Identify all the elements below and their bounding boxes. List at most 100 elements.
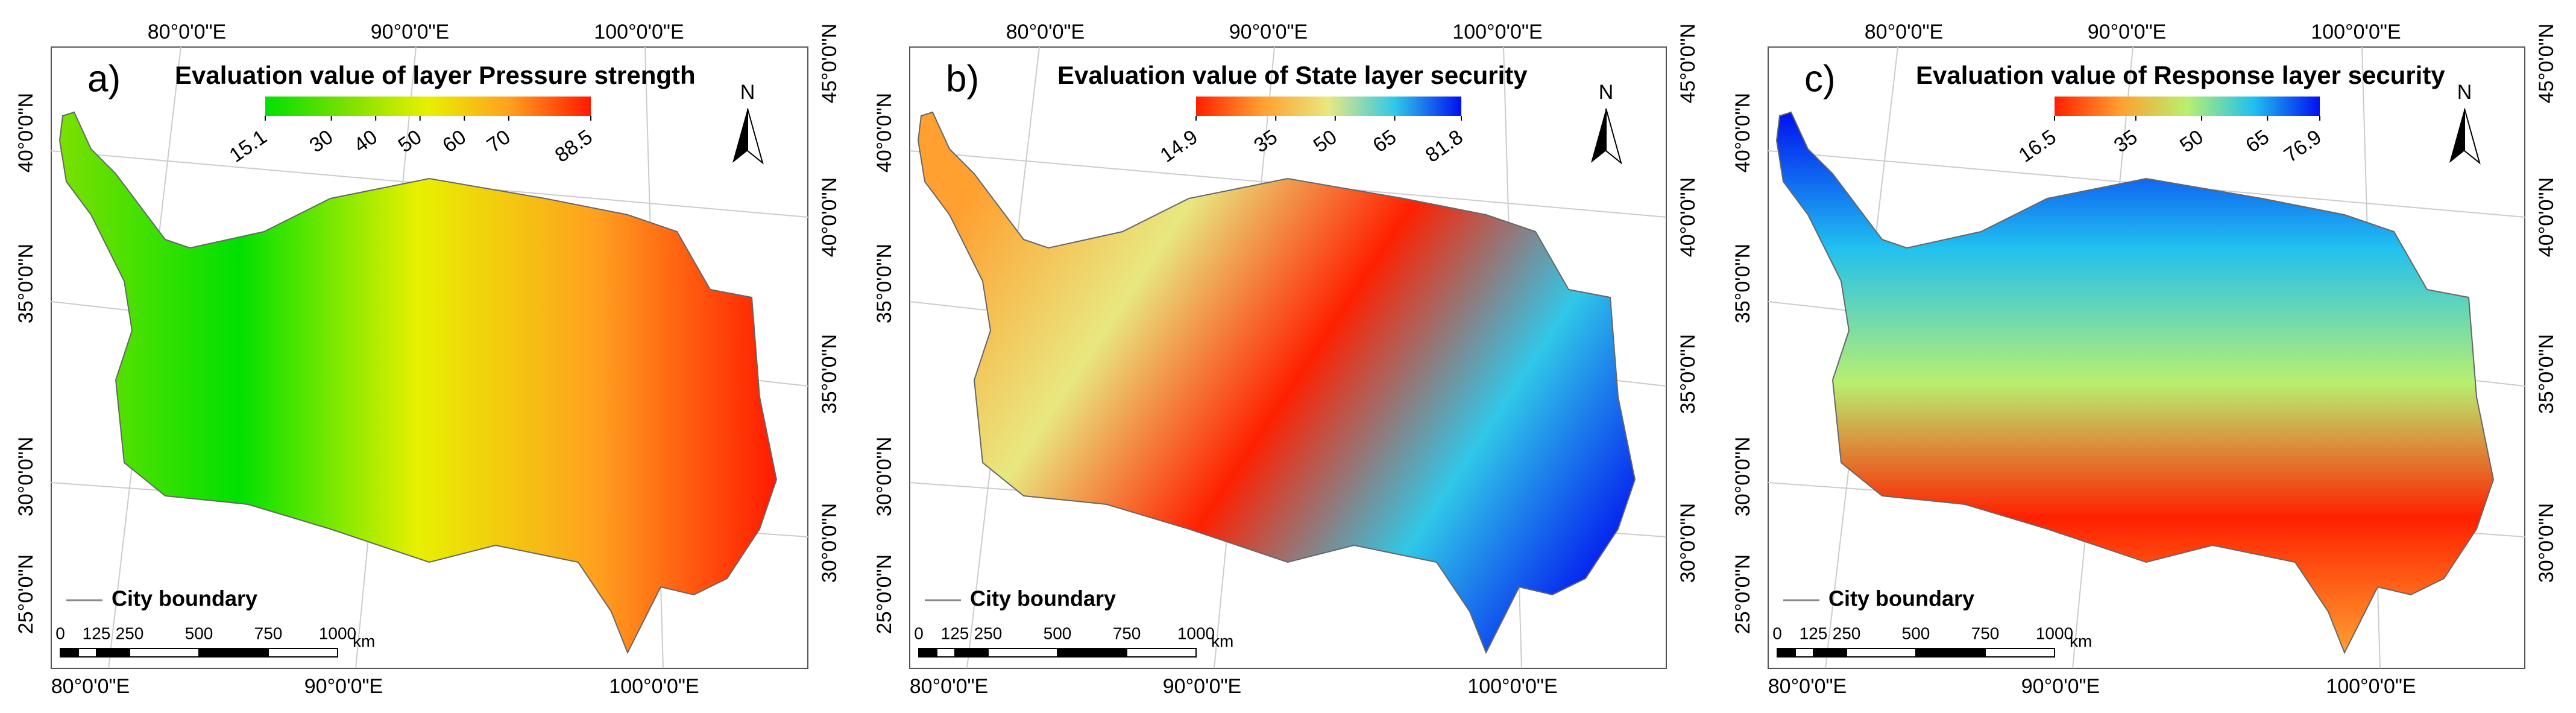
latitude-left: 35°0'0"N bbox=[1731, 244, 1754, 323]
scale-segment bbox=[1057, 648, 1127, 658]
scale-label: 1000 bbox=[319, 624, 356, 642]
north-label: N bbox=[740, 81, 755, 104]
latitude-left: 35°0'0"N bbox=[873, 244, 896, 323]
scale-segment bbox=[129, 648, 200, 658]
scale-label: 125 bbox=[1800, 624, 1828, 642]
north-arrow-half bbox=[1605, 108, 1622, 165]
latitude-right: 30°0'0"N bbox=[818, 503, 841, 583]
scale-segment bbox=[78, 648, 97, 658]
scale-segment bbox=[60, 648, 79, 658]
latitude-left: 40°0'0"N bbox=[14, 93, 37, 173]
panel-title: Evaluation value of State layer security bbox=[1057, 61, 1528, 89]
longitude-bottom: 100°0'0"E bbox=[2326, 675, 2416, 698]
scale-label: 750 bbox=[1971, 624, 2000, 642]
scale-label: 500 bbox=[185, 624, 213, 642]
scale-segment bbox=[198, 648, 269, 658]
longitude-bottom: 90°0'0"E bbox=[304, 675, 383, 698]
scale-segment bbox=[1813, 648, 1847, 658]
north-label: N bbox=[2457, 81, 2472, 104]
latitude-left: 25°0'0"N bbox=[1731, 554, 1754, 634]
scale-segment bbox=[1777, 648, 1796, 658]
scale-label: 250 bbox=[974, 624, 1003, 642]
longitude-bottom: 80°0'0"E bbox=[1768, 675, 1847, 698]
longitude-top: 100°0'0"E bbox=[1452, 21, 1542, 43]
north-label: N bbox=[1599, 81, 1614, 104]
latitude-right: 40°0'0"N bbox=[2535, 177, 2558, 257]
legend-label: City boundary bbox=[1828, 586, 1974, 611]
longitude-top: 80°0'0"E bbox=[148, 21, 226, 43]
scale-segment bbox=[954, 648, 989, 658]
scale-label: 500 bbox=[1902, 624, 1930, 642]
panel-label: a) bbox=[87, 58, 121, 100]
longitude-top: 90°0'0"E bbox=[1229, 21, 1308, 43]
latitude-right: 45°0'0"N bbox=[818, 24, 841, 103]
plateau-region bbox=[1775, 111, 2495, 654]
scale-label: 500 bbox=[1044, 624, 1072, 642]
plateau-region bbox=[917, 111, 1636, 654]
north-arrow-half bbox=[2464, 108, 2481, 165]
latitude-left: 30°0'0"N bbox=[14, 437, 37, 516]
scale-segment bbox=[1126, 648, 1197, 658]
longitude-bottom: 90°0'0"E bbox=[1163, 675, 1241, 698]
longitude-bottom: 80°0'0"E bbox=[51, 675, 130, 698]
latitude-left: 40°0'0"N bbox=[1731, 93, 1754, 173]
colorbar bbox=[265, 97, 591, 116]
scale-label: 0 bbox=[55, 624, 65, 642]
longitude-bottom: 100°0'0"E bbox=[609, 675, 699, 698]
plateau-region bbox=[58, 111, 778, 654]
legend-label: City boundary bbox=[970, 586, 1116, 611]
latitude-right: 40°0'0"N bbox=[818, 177, 841, 257]
latitude-left: 30°0'0"N bbox=[873, 437, 896, 516]
longitude-top: 100°0'0"E bbox=[2311, 21, 2401, 43]
panel-label: c) bbox=[1804, 58, 1836, 100]
scale-label: 0 bbox=[914, 624, 924, 642]
scale-segment bbox=[268, 648, 338, 658]
latitude-right: 45°0'0"N bbox=[2535, 24, 2558, 103]
scale-segment bbox=[1795, 648, 1814, 658]
latitude-left: 35°0'0"N bbox=[14, 244, 37, 323]
longitude-top: 80°0'0"E bbox=[1006, 21, 1085, 43]
latitude-right: 30°0'0"N bbox=[1677, 503, 1699, 583]
scale-label: 750 bbox=[254, 624, 283, 642]
legend-label: City boundary bbox=[112, 586, 257, 611]
scale-label: 125 bbox=[941, 624, 969, 642]
latitude-right: 45°0'0"N bbox=[1677, 24, 1699, 103]
scale-label: 750 bbox=[1113, 624, 1141, 642]
scale-segment bbox=[96, 648, 130, 658]
map-panel: c) Evaluation value of Response layer sec… bbox=[1731, 21, 2558, 698]
north-arrow-half bbox=[747, 108, 764, 165]
scale-segment bbox=[987, 648, 1058, 658]
scale-segment bbox=[1915, 648, 1986, 658]
longitude-top: 90°0'0"E bbox=[2088, 21, 2166, 43]
latitude-right: 35°0'0"N bbox=[818, 334, 841, 414]
scale-segment bbox=[1985, 648, 2055, 658]
latitude-right: 30°0'0"N bbox=[2535, 503, 2558, 583]
longitude-top: 90°0'0"E bbox=[371, 21, 449, 43]
scale-segment bbox=[918, 648, 937, 658]
panel-title: Evaluation value of layer Pressure stren… bbox=[175, 61, 696, 89]
latitude-right: 35°0'0"N bbox=[2535, 334, 2558, 414]
scale-label: 250 bbox=[1833, 624, 1861, 642]
longitude-top: 100°0'0"E bbox=[594, 21, 684, 43]
scale-label: 1000 bbox=[1177, 624, 1215, 642]
panel-label: b) bbox=[946, 58, 979, 100]
map-panel: b) Evaluation value of State layer securi… bbox=[873, 21, 1699, 698]
scale-unit: km bbox=[353, 632, 375, 650]
latitude-left: 25°0'0"N bbox=[14, 554, 37, 634]
panel-title: Evaluation value of Response layer secur… bbox=[1916, 61, 2445, 89]
scale-unit: km bbox=[1211, 632, 1233, 650]
scale-label: 1000 bbox=[2036, 624, 2073, 642]
map-panel: a) Evaluation value of layer Pressure str… bbox=[14, 21, 841, 698]
latitude-left: 40°0'0"N bbox=[873, 93, 896, 173]
longitude-top: 80°0'0"E bbox=[1865, 21, 1943, 43]
latitude-right: 35°0'0"N bbox=[1677, 334, 1699, 414]
longitude-bottom: 90°0'0"E bbox=[2021, 675, 2100, 698]
scale-segment bbox=[1846, 648, 1916, 658]
latitude-right: 40°0'0"N bbox=[1677, 177, 1699, 257]
scale-label: 125 bbox=[83, 624, 111, 642]
latitude-left: 30°0'0"N bbox=[1731, 437, 1754, 516]
scale-label: 250 bbox=[116, 624, 144, 642]
latitude-left: 25°0'0"N bbox=[873, 554, 896, 634]
scale-unit: km bbox=[2070, 632, 2092, 650]
